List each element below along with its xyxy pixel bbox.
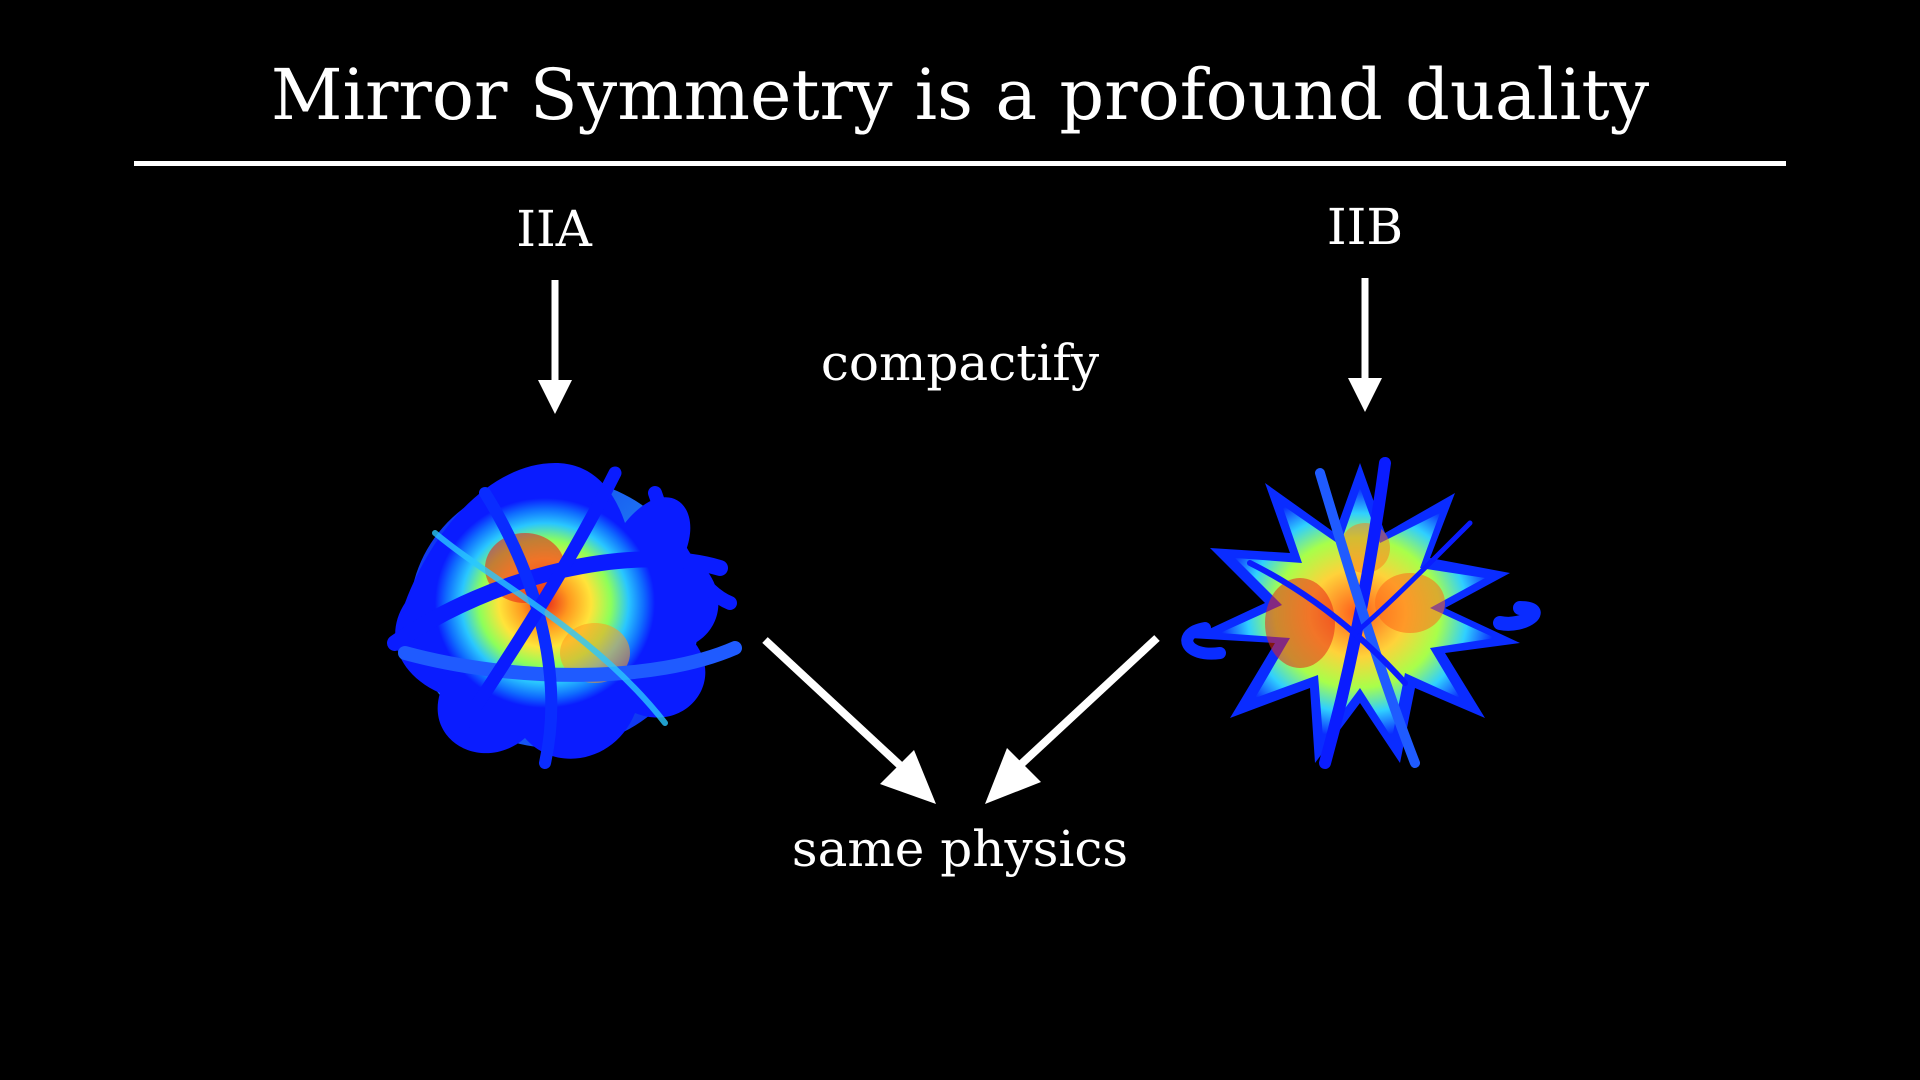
compactify-label: compactify xyxy=(820,334,1100,392)
arrow-converge-right xyxy=(985,635,1160,804)
calabi-yau-manifold-iia xyxy=(387,463,742,769)
slide-title: Mirror Symmetry is a profound duality xyxy=(270,54,1650,136)
arrow-down-iib xyxy=(1348,278,1382,412)
calabi-yau-manifold-iib xyxy=(1181,457,1541,769)
same-physics-label: same physics xyxy=(791,820,1129,878)
arrow-converge-left xyxy=(762,637,936,804)
theory-label-iia: IIA xyxy=(516,200,592,258)
theory-label-iib: IIB xyxy=(1326,198,1404,256)
arrow-down-iia xyxy=(538,280,572,414)
title-divider xyxy=(134,161,1786,166)
